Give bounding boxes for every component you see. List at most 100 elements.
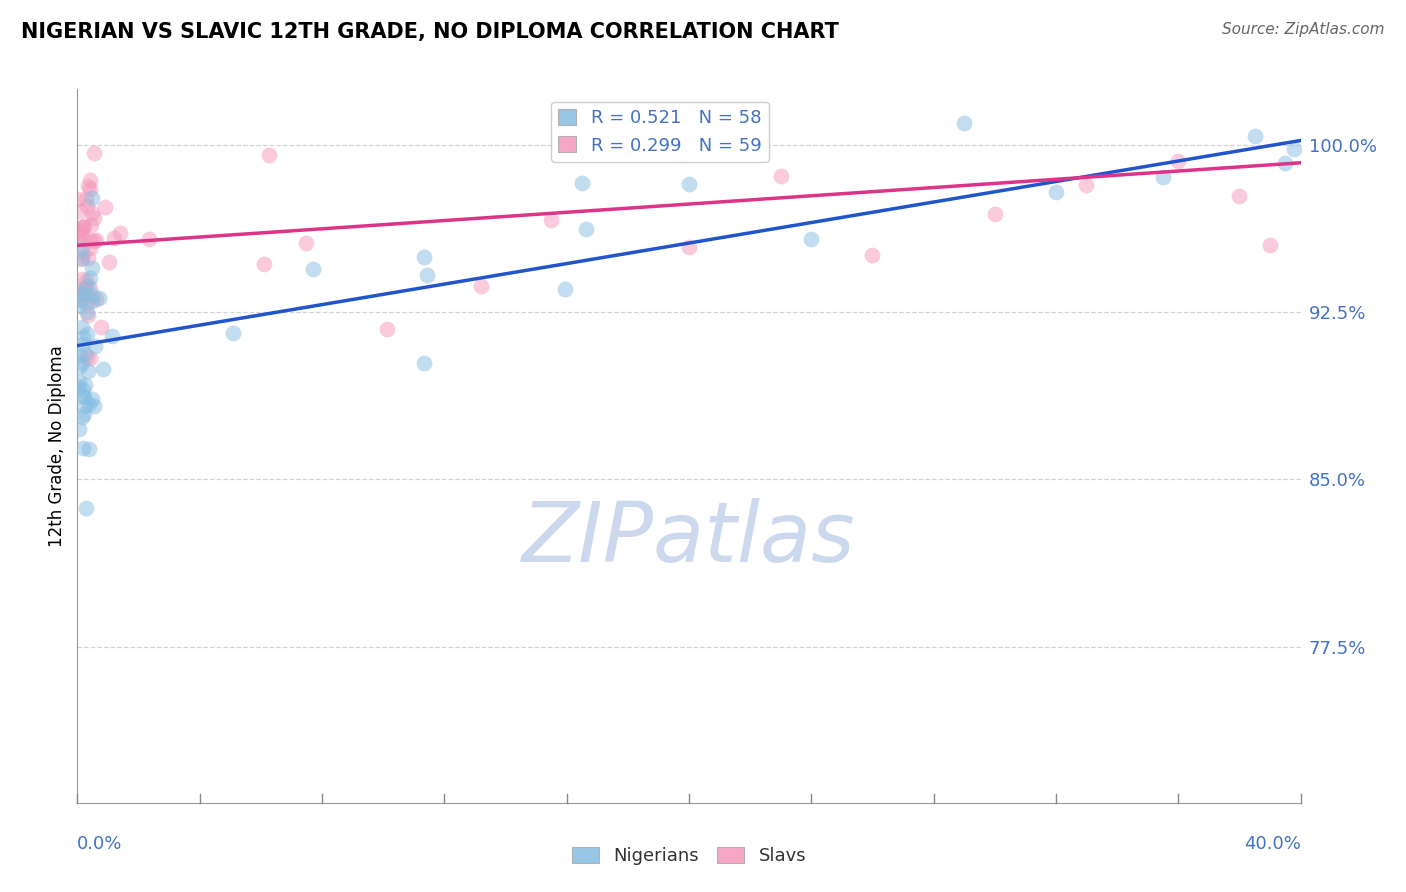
Point	[1284, 142, 1306, 156]
Point	[302, 261, 325, 276]
Point	[470, 279, 492, 293]
Point	[83, 211, 105, 226]
Point	[1258, 237, 1281, 252]
Point	[76, 199, 98, 213]
Point	[73, 281, 96, 295]
Point	[77, 251, 100, 265]
Point	[80, 218, 103, 232]
Point	[616, 141, 638, 155]
Point	[77, 364, 100, 378]
Point	[69, 359, 91, 374]
Point	[678, 177, 700, 191]
Point	[413, 250, 436, 264]
Point	[377, 322, 399, 336]
Legend: Nigerians, Slavs: Nigerians, Slavs	[565, 839, 813, 872]
Point	[77, 179, 100, 194]
Point	[72, 319, 94, 334]
Y-axis label: 12th Grade, No Diploma: 12th Grade, No Diploma	[48, 345, 66, 547]
Point	[79, 271, 101, 285]
Point	[1152, 170, 1174, 185]
Point	[84, 339, 107, 353]
Point	[70, 220, 93, 235]
Point	[253, 257, 276, 271]
Text: ZIPatlas: ZIPatlas	[522, 499, 856, 579]
Point	[984, 207, 1007, 221]
Point	[1045, 186, 1067, 200]
Point	[69, 243, 91, 257]
Point	[72, 389, 94, 403]
Point	[73, 283, 96, 297]
Point	[82, 206, 104, 220]
Point	[101, 329, 124, 343]
Point	[67, 376, 90, 390]
Point	[76, 327, 98, 342]
Point	[69, 285, 91, 300]
Point	[67, 287, 90, 301]
Point	[77, 397, 100, 411]
Point	[72, 441, 94, 455]
Point	[94, 200, 117, 214]
Point	[80, 191, 103, 205]
Point	[69, 227, 91, 242]
Point	[69, 292, 91, 306]
Point	[89, 291, 111, 305]
Point	[769, 169, 792, 183]
Point	[1167, 153, 1189, 168]
Point	[67, 299, 90, 313]
Point	[540, 212, 562, 227]
Point	[79, 233, 101, 247]
Point	[73, 219, 96, 234]
Point	[83, 235, 105, 249]
Point	[75, 346, 97, 360]
Point	[90, 320, 112, 334]
Point	[138, 232, 160, 246]
Point	[862, 248, 884, 262]
Point	[72, 337, 94, 351]
Point	[575, 221, 598, 235]
Point	[75, 274, 97, 288]
Point	[413, 356, 436, 370]
Point	[1274, 156, 1296, 170]
Point	[97, 254, 120, 268]
Point	[67, 422, 90, 436]
Text: Source: ZipAtlas.com: Source: ZipAtlas.com	[1222, 22, 1385, 37]
Point	[66, 224, 89, 238]
Point	[800, 232, 823, 246]
Point	[70, 356, 93, 370]
Point	[79, 173, 101, 187]
Point	[73, 378, 96, 392]
Point	[82, 392, 104, 406]
Point	[72, 252, 94, 266]
Point	[70, 227, 93, 242]
Point	[259, 148, 281, 162]
Point	[66, 380, 89, 394]
Point	[79, 241, 101, 255]
Point	[91, 362, 114, 376]
Point	[72, 219, 94, 234]
Point	[76, 305, 98, 319]
Point	[73, 407, 96, 421]
Text: 40.0%: 40.0%	[1244, 835, 1301, 853]
Point	[84, 292, 107, 306]
Point	[79, 280, 101, 294]
Point	[72, 383, 94, 397]
Point	[83, 146, 105, 161]
Point	[72, 246, 94, 260]
Point	[70, 272, 93, 286]
Point	[76, 296, 98, 310]
Point	[72, 286, 94, 301]
Text: NIGERIAN VS SLAVIC 12TH GRADE, NO DIPLOMA CORRELATION CHART: NIGERIAN VS SLAVIC 12TH GRADE, NO DIPLOM…	[21, 22, 839, 42]
Point	[67, 192, 90, 206]
Point	[69, 223, 91, 237]
Point	[75, 192, 97, 206]
Point	[83, 400, 105, 414]
Point	[84, 233, 107, 247]
Point	[1229, 189, 1251, 203]
Point	[110, 226, 132, 240]
Point	[73, 390, 96, 404]
Point	[70, 410, 93, 425]
Point	[678, 240, 700, 254]
Point	[75, 501, 97, 516]
Point	[77, 442, 100, 456]
Point	[1076, 178, 1098, 193]
